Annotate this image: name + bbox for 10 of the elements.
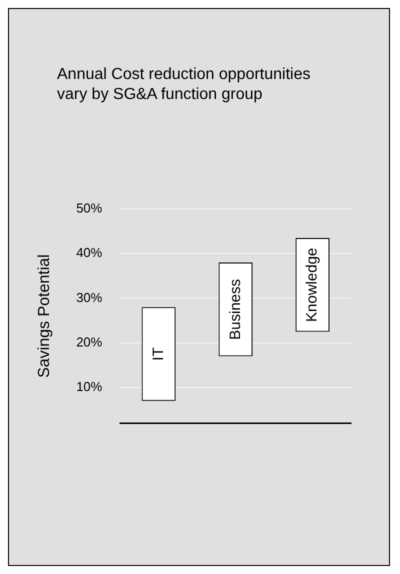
y-tick-label: 10% xyxy=(76,379,103,394)
chart-title: Annual Cost reduction opportunities vary by SG&A function group xyxy=(57,65,312,105)
x-tick-label: IT xyxy=(150,347,167,361)
x-tick-label: Business xyxy=(226,278,244,340)
y-axis-title: Savings Potential xyxy=(36,254,54,378)
x-tick-label: Knowledge xyxy=(304,248,321,322)
y-tick-label: 50% xyxy=(76,200,103,216)
y-tick-label: 40% xyxy=(76,245,103,260)
y-tick-label: 20% xyxy=(76,334,103,350)
y-tick-label: 30% xyxy=(76,290,103,305)
